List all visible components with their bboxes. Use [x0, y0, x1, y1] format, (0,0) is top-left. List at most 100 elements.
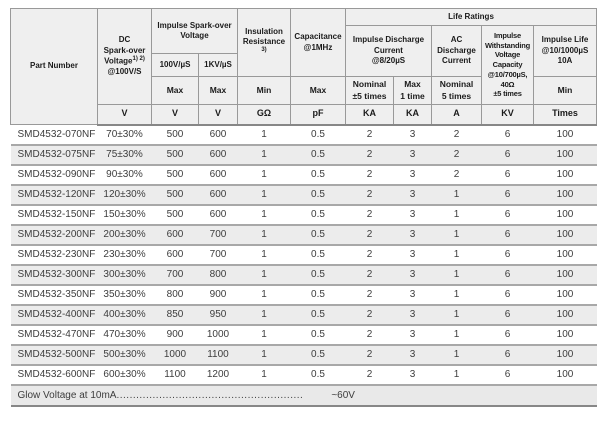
- footnote-ref-1-2: 1) 2): [132, 56, 145, 63]
- part-number-cell: SMD4532-400NF: [17, 309, 96, 320]
- ac-nominal-cell: 1: [453, 189, 460, 200]
- impulse-1kv-max-cell: 600: [209, 169, 227, 180]
- discharge-nominal-cell: 2: [366, 129, 373, 140]
- table-row: SMD4532-200NF 200±30% 600 700 1 0.5 2 3 1 6 100: [10, 224, 597, 245]
- glow-voltage-label: Glow Voltage at 10mA: [17, 389, 117, 401]
- impulse-100v-max-cell: 500: [166, 209, 184, 220]
- capacitance-max-cell: 0.5: [311, 289, 325, 300]
- glow-voltage-cell: Glow Voltage at 10mA....................…: [10, 384, 597, 406]
- dc-sparkover-cell: 150±30%: [103, 209, 146, 220]
- impulse-100v-max-cell: 800: [166, 289, 184, 300]
- part-number-cell: SMD4532-090NF: [17, 169, 96, 180]
- table-row: SMD4532-150NF 150±30% 500 600 1 0.5 2 3 1 6 100: [10, 204, 597, 225]
- part-number-cell: SMD4532-230NF: [17, 249, 96, 260]
- part-number-cell: SMD4532-070NF: [17, 128, 96, 140]
- subheader-min-insulation: Min: [237, 76, 291, 105]
- glow-voltage-value: ~60V: [331, 389, 355, 401]
- impulse-1kv-max-cell: 1200: [206, 369, 230, 380]
- impulse-100v-max-cell: 700: [166, 269, 184, 280]
- ac-nominal-cell: 1: [453, 249, 460, 260]
- capacitance-max-cell: 0.5: [311, 209, 325, 220]
- discharge-nominal-cell: 2: [366, 209, 373, 220]
- impulse-1kv-max-cell: 1100: [207, 349, 229, 360]
- withstand-voltage-cell: 6: [504, 229, 511, 240]
- part-number-cell: SMD4532-350NF: [17, 289, 96, 300]
- withstand-voltage-cell: 6: [504, 269, 511, 280]
- discharge-nominal-cell: 2: [366, 369, 373, 380]
- discharge-max-cell: 3: [409, 129, 416, 140]
- capacitance-max-cell: 0.5: [311, 229, 325, 240]
- insulation-min-cell: 1: [261, 229, 267, 240]
- dc-sparkover-cell: 470±30%: [103, 329, 146, 340]
- table-row: SMD4532-600NF 600±30% 1100 1200 1 0.5 2 3 1 6 100: [10, 364, 597, 385]
- unit-ac: A: [431, 104, 482, 126]
- dc-sparkover-cell: 350±30%: [103, 289, 146, 300]
- capacitance-max-cell: 0.5: [311, 269, 325, 280]
- ac-nominal-cell: 1: [453, 289, 460, 300]
- discharge-nominal-cell: 2: [366, 229, 373, 240]
- impulse-1kv-max-cell: 600: [209, 129, 227, 140]
- dc-sparkover-cell: 500±30%: [103, 349, 146, 360]
- discharge-max-cell: 3: [409, 369, 416, 380]
- impulse-100v-max-cell: 500: [166, 129, 184, 140]
- impulse-1kv-max-cell: 700: [209, 229, 227, 240]
- glow-voltage-row: Glow Voltage at 10mA....................…: [10, 384, 597, 406]
- insulation-min-cell: 1: [261, 149, 267, 160]
- col-header-impulse-life: Impulse Life @10/1000µS 10A: [533, 25, 597, 77]
- impulse-life-cell: 100: [556, 249, 574, 260]
- table-row: SMD4532-350NF 350±30% 800 900 1 0.5 2 3 1 6 100: [10, 284, 597, 305]
- impulse-life-cell: 100: [556, 269, 574, 280]
- ac-nominal-cell: 2: [453, 169, 460, 180]
- capacitance-max-cell: 0.5: [311, 329, 325, 340]
- part-number-cell: SMD4532-150NF: [17, 209, 96, 220]
- impulse-life-cell: 100: [556, 349, 574, 360]
- dc-sparkover-cell: 400±30%: [103, 309, 146, 320]
- table-row: SMD4532-070NF 70±30% 500 600 1 0.5 2 3 2 6 100: [10, 124, 597, 145]
- discharge-max-cell: 3: [409, 289, 416, 300]
- subheader-max-1kv: Max: [198, 76, 238, 105]
- impulse-life-cell: 100: [556, 209, 574, 220]
- withstand-voltage-cell: 6: [504, 289, 511, 300]
- ac-nominal-cell: 1: [453, 329, 460, 340]
- col-header-1kv-us: 1KV/µS: [198, 53, 238, 77]
- col-header-part-number: Part Number: [10, 8, 98, 125]
- capacitance-max-cell: 0.5: [311, 309, 325, 320]
- dc-sparkover-cell: 75±30%: [106, 149, 143, 160]
- col-header-impulse-discharge: Impulse Discharge Current @8/20µS: [345, 25, 432, 77]
- impulse-1kv-max-cell: 800: [209, 269, 227, 280]
- unit-insulation: GΩ: [237, 104, 291, 126]
- table-row: SMD4532-090NF 90±30% 500 600 1 0.5 2 3 2 6 100: [10, 164, 597, 185]
- col-header-insulation-resistance: Insulation Resistance 3): [237, 8, 291, 77]
- impulse-1kv-max-cell: 600: [209, 209, 227, 220]
- insulation-min-cell: 1: [261, 349, 267, 360]
- unit-capacitance: pF: [290, 104, 346, 126]
- impulse-life-cell: 100: [556, 129, 574, 140]
- dc-sparkover-cell: 600±30%: [103, 369, 146, 380]
- impulse-1kv-max-cell: 600: [209, 149, 227, 160]
- insulation-min-cell: 1: [261, 189, 267, 200]
- subheader-nominal-5times: Nominal 5 times: [431, 76, 482, 105]
- impulse-life-cell: 100: [556, 229, 574, 240]
- ac-nominal-cell: 1: [453, 229, 460, 240]
- discharge-nominal-cell: 2: [366, 329, 373, 340]
- withstand-voltage-cell: 6: [504, 329, 511, 340]
- withstand-voltage-cell: 6: [504, 349, 511, 360]
- impulse-100v-max-cell: 600: [166, 249, 184, 260]
- col-header-ac-discharge: AC Discharge Current: [431, 25, 482, 77]
- discharge-max-cell: 3: [409, 209, 416, 220]
- capacitance-max-cell: 0.5: [311, 349, 325, 360]
- part-number-cell: SMD4532-600NF: [17, 369, 96, 380]
- impulse-100v-max-cell: 1100: [164, 369, 186, 380]
- ac-nominal-cell: 1: [453, 309, 460, 320]
- discharge-max-cell: 3: [409, 149, 416, 160]
- capacitance-max-cell: 0.5: [311, 189, 325, 200]
- table-header: Part Number DC Spark-over Voltage1) 2) @…: [10, 8, 597, 126]
- discharge-max-cell: 3: [409, 229, 416, 240]
- discharge-max-cell: 3: [409, 349, 416, 360]
- impulse-100v-max-cell: 900: [166, 329, 184, 340]
- withstand-voltage-cell: 6: [504, 149, 511, 160]
- part-number-cell: SMD4532-075NF: [17, 149, 96, 160]
- ac-nominal-cell: 1: [453, 369, 460, 380]
- impulse-life-cell: 100: [556, 289, 574, 300]
